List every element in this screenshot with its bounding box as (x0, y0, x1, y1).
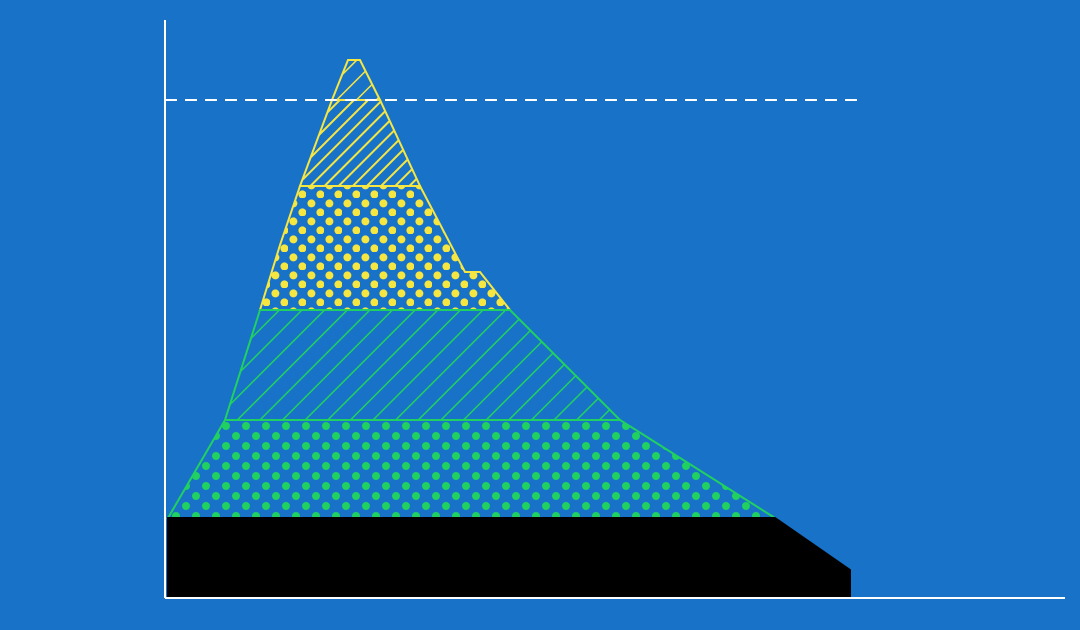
black-takeoff-approach-region (168, 518, 850, 596)
